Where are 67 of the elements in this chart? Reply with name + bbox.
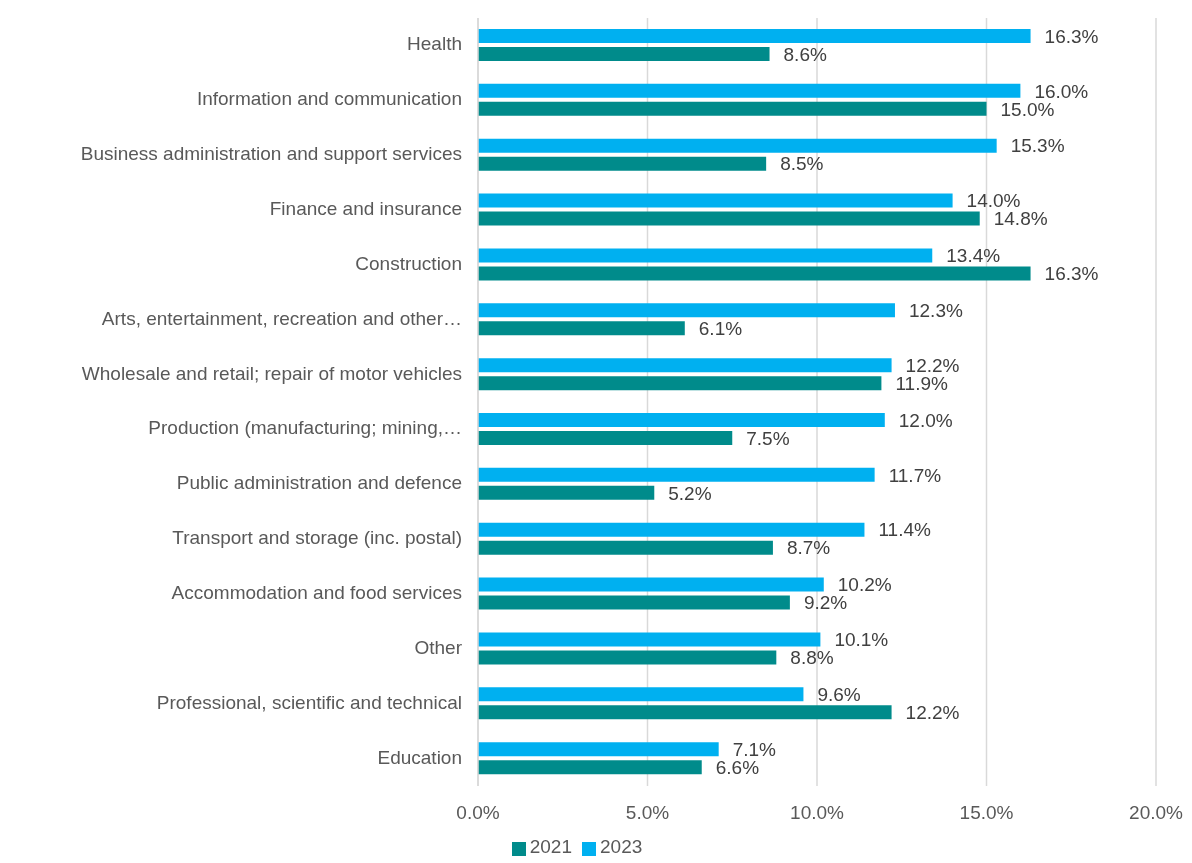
data-label: 8.5% <box>780 153 824 175</box>
data-label: 10.1% <box>834 629 889 651</box>
data-label: 15.3% <box>1010 135 1065 157</box>
legend-label: 2023 <box>600 836 643 857</box>
bar <box>478 248 933 263</box>
data-label: 8.6% <box>783 43 827 65</box>
x-tick-label: 15.0% <box>959 802 1014 824</box>
y-tick-label: Accommodation and food services <box>171 582 462 603</box>
bar <box>478 413 885 427</box>
y-tick-label: Production (manufacturing; mining,… <box>148 417 462 439</box>
data-label: 12.3% <box>908 300 963 322</box>
bar <box>478 101 987 116</box>
bar <box>478 467 875 482</box>
x-tick-label: 20.0% <box>1129 802 1184 824</box>
y-tick-label: Finance and insurance <box>269 198 462 219</box>
bar <box>478 431 733 445</box>
bar <box>478 47 770 61</box>
legend-label: 2021 <box>529 836 572 857</box>
bar <box>478 595 790 610</box>
x-tick-label: 5.0% <box>625 802 670 824</box>
data-label: 16.3% <box>1044 263 1099 285</box>
bar <box>478 358 892 373</box>
y-tick-label: Information and communication <box>196 88 462 110</box>
bar <box>478 687 804 702</box>
bar <box>478 156 767 171</box>
data-label: 7.5% <box>746 427 790 449</box>
y-tick-label: Arts, entertainment, recreation and other… <box>101 307 462 329</box>
data-label: 12.2% <box>905 702 960 724</box>
bar <box>478 632 821 647</box>
bar <box>478 211 980 226</box>
bar <box>478 138 997 153</box>
y-tick-label: Business administration and support services <box>80 143 462 165</box>
bar <box>478 83 1021 98</box>
y-tick-label: Other <box>414 636 463 658</box>
bar <box>478 540 773 555</box>
y-tick-label: Construction <box>355 252 462 274</box>
bar <box>478 577 824 592</box>
bar <box>478 266 1031 281</box>
y-tick-label: Public administration and defence <box>176 472 462 494</box>
bar <box>478 705 892 720</box>
data-label: 11.7% <box>888 464 942 486</box>
bar <box>478 321 685 336</box>
data-label: 11.4% <box>878 519 932 541</box>
bar <box>478 742 719 757</box>
y-tick-label: Education <box>377 746 462 768</box>
bar <box>478 193 953 208</box>
data-label: 13.4% <box>946 245 1001 267</box>
data-label: 5.2% <box>668 482 712 504</box>
y-tick-label: Wholesale and retail; repair of motor vehicles <box>81 362 462 384</box>
data-label: 9.6% <box>817 684 861 706</box>
data-label: 12.0% <box>898 409 953 431</box>
x-tick-label: 10.0% <box>790 802 845 824</box>
bar <box>478 760 702 775</box>
data-label: 6.1% <box>698 318 743 340</box>
bar <box>478 29 1031 43</box>
y-tick-label: Transport and storage (inc. postal) <box>172 527 462 549</box>
data-label: 8.7% <box>786 537 831 559</box>
y-tick-label: Health <box>407 33 462 55</box>
y-tick-label: Professional, scientific and technical <box>156 691 462 713</box>
data-label: 16.3% <box>1044 25 1099 47</box>
bar <box>478 485 655 500</box>
bar <box>478 650 777 665</box>
data-label: 8.8% <box>790 647 834 669</box>
bar <box>478 522 865 537</box>
x-tick-label: 0.0% <box>456 802 500 824</box>
bar <box>478 303 895 318</box>
bar <box>478 376 882 391</box>
